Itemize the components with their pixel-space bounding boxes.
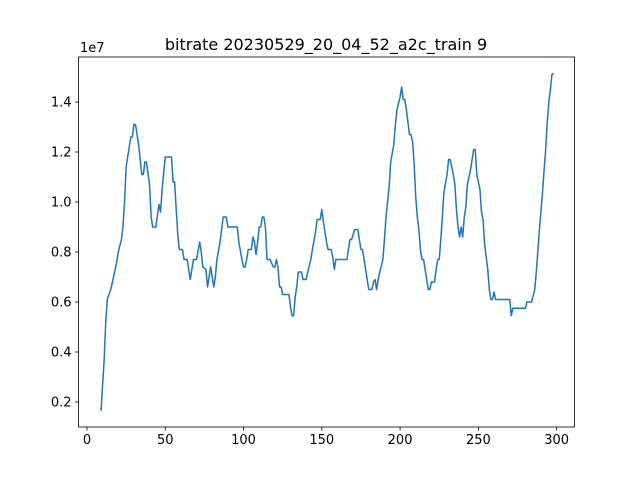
plot-frame [78,56,575,428]
x-tick-label: 200 [388,433,413,448]
y-tick-label: 0.8 [51,246,72,261]
y-tick-label: 0.6 [51,296,72,311]
x-tick-label: 150 [309,433,334,448]
y-tick-label: 0.4 [51,346,72,361]
x-tick-label: 0 [83,433,91,448]
y-offset-label: 1e7 [80,41,105,56]
x-tick-label: 50 [157,433,174,448]
x-tick-label: 250 [466,433,491,448]
y-tick-label: 1.4 [51,96,72,111]
x-tick-label: 300 [544,433,569,448]
y-tick-label: 1.2 [51,146,72,161]
data-line [100,72,554,411]
y-tick-label: 1.0 [51,196,72,211]
chart-title: bitrate 20230529_20_04_52_a2c_train 9 [165,35,487,55]
x-tick-label: 100 [231,433,256,448]
y-tick-label: 0.2 [51,396,72,411]
